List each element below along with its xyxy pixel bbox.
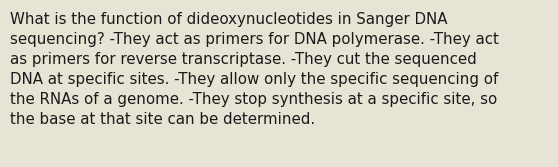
Text: What is the function of dideoxynucleotides in Sanger DNA
sequencing? -They act a: What is the function of dideoxynucleotid…	[10, 12, 499, 127]
